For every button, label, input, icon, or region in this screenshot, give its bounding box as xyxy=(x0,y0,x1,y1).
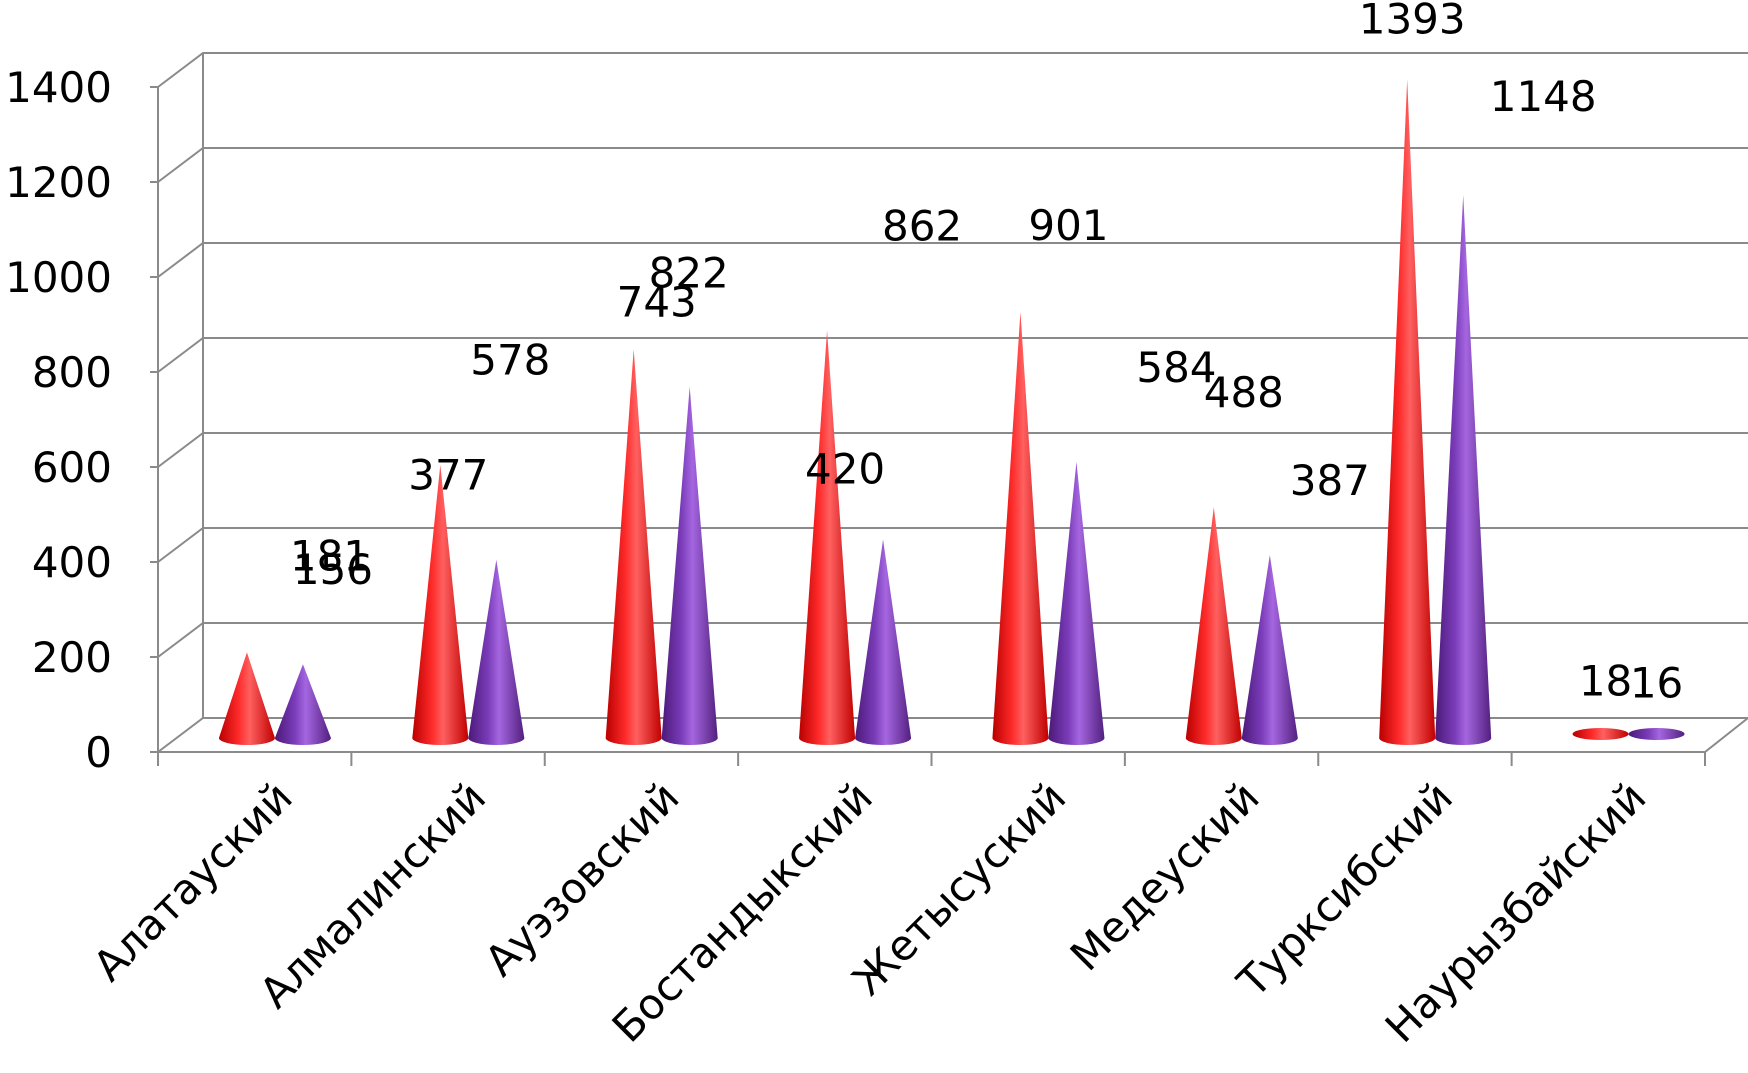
y-tick-label: 800 xyxy=(32,348,112,397)
data-label: 901 xyxy=(1028,201,1108,250)
cone-bar xyxy=(1048,461,1105,745)
y-tick-label: 400 xyxy=(32,538,112,587)
data-label: 18 xyxy=(1579,656,1632,705)
cone-body xyxy=(992,311,1049,745)
cone-body xyxy=(1241,555,1298,745)
cone-body xyxy=(1435,195,1492,745)
data-label: 584 xyxy=(1136,343,1216,392)
data-label: 156 xyxy=(293,545,373,594)
y-tick-label: 1000 xyxy=(5,253,112,302)
y-tick-label: 200 xyxy=(32,633,112,682)
data-label: 743 xyxy=(617,278,697,327)
cone-bar xyxy=(992,311,1049,745)
data-label: 1393 xyxy=(1359,0,1466,43)
x-category-label: Алатауский xyxy=(84,772,302,990)
cone-body xyxy=(1379,79,1436,745)
data-label: 377 xyxy=(408,451,488,500)
data-label: 1148 xyxy=(1490,72,1597,121)
data-label: 387 xyxy=(1290,456,1370,505)
cone-bar xyxy=(661,386,718,745)
y-tick-label: 1400 xyxy=(5,63,112,112)
cone-body xyxy=(468,559,525,745)
cone-bar xyxy=(1379,79,1436,745)
cone-bar xyxy=(1435,195,1492,745)
cone-body xyxy=(218,652,275,745)
gridline xyxy=(157,622,1748,658)
cone-bar xyxy=(855,539,912,745)
data-label: 420 xyxy=(805,444,885,493)
data-label: 181 xyxy=(290,531,370,580)
x-category-label: Ауэзовский xyxy=(475,772,688,985)
x-category-label: Медеуский xyxy=(1061,772,1269,980)
cone-body xyxy=(1048,461,1105,745)
cone-body xyxy=(661,386,718,745)
cone-body xyxy=(799,330,856,745)
cone-body xyxy=(1572,728,1629,740)
data-label: 822 xyxy=(649,248,729,297)
gridline xyxy=(157,432,1748,468)
cone-bar xyxy=(1628,728,1685,740)
cone-body xyxy=(855,539,912,745)
data-label: 862 xyxy=(882,201,962,250)
gridline xyxy=(157,337,1748,373)
cone-body xyxy=(274,664,331,745)
data-label: 16 xyxy=(1630,658,1683,707)
cone-bar xyxy=(218,652,275,745)
x-axis-line xyxy=(158,717,1748,753)
cone-bar xyxy=(605,349,662,745)
cone-bar xyxy=(412,464,469,745)
cone-body xyxy=(1628,728,1685,740)
cone-bar xyxy=(1241,555,1298,745)
cone-bar xyxy=(1572,728,1629,740)
cone-body xyxy=(1185,507,1242,745)
gridline xyxy=(157,717,1748,753)
gridline xyxy=(157,147,1748,183)
data-label: 488 xyxy=(1204,368,1284,417)
cone-bar xyxy=(274,664,331,745)
y-tick-label: 1200 xyxy=(5,158,112,207)
data-label: 578 xyxy=(470,336,550,385)
y-tick-label: 600 xyxy=(32,443,112,492)
cone-body xyxy=(412,464,469,745)
cone-body xyxy=(605,349,662,745)
y-tick-label: 0 xyxy=(85,728,112,777)
gridline xyxy=(157,527,1748,563)
cone-bar xyxy=(799,330,856,745)
cone-bar xyxy=(468,559,525,745)
cone-bar xyxy=(1185,507,1242,745)
